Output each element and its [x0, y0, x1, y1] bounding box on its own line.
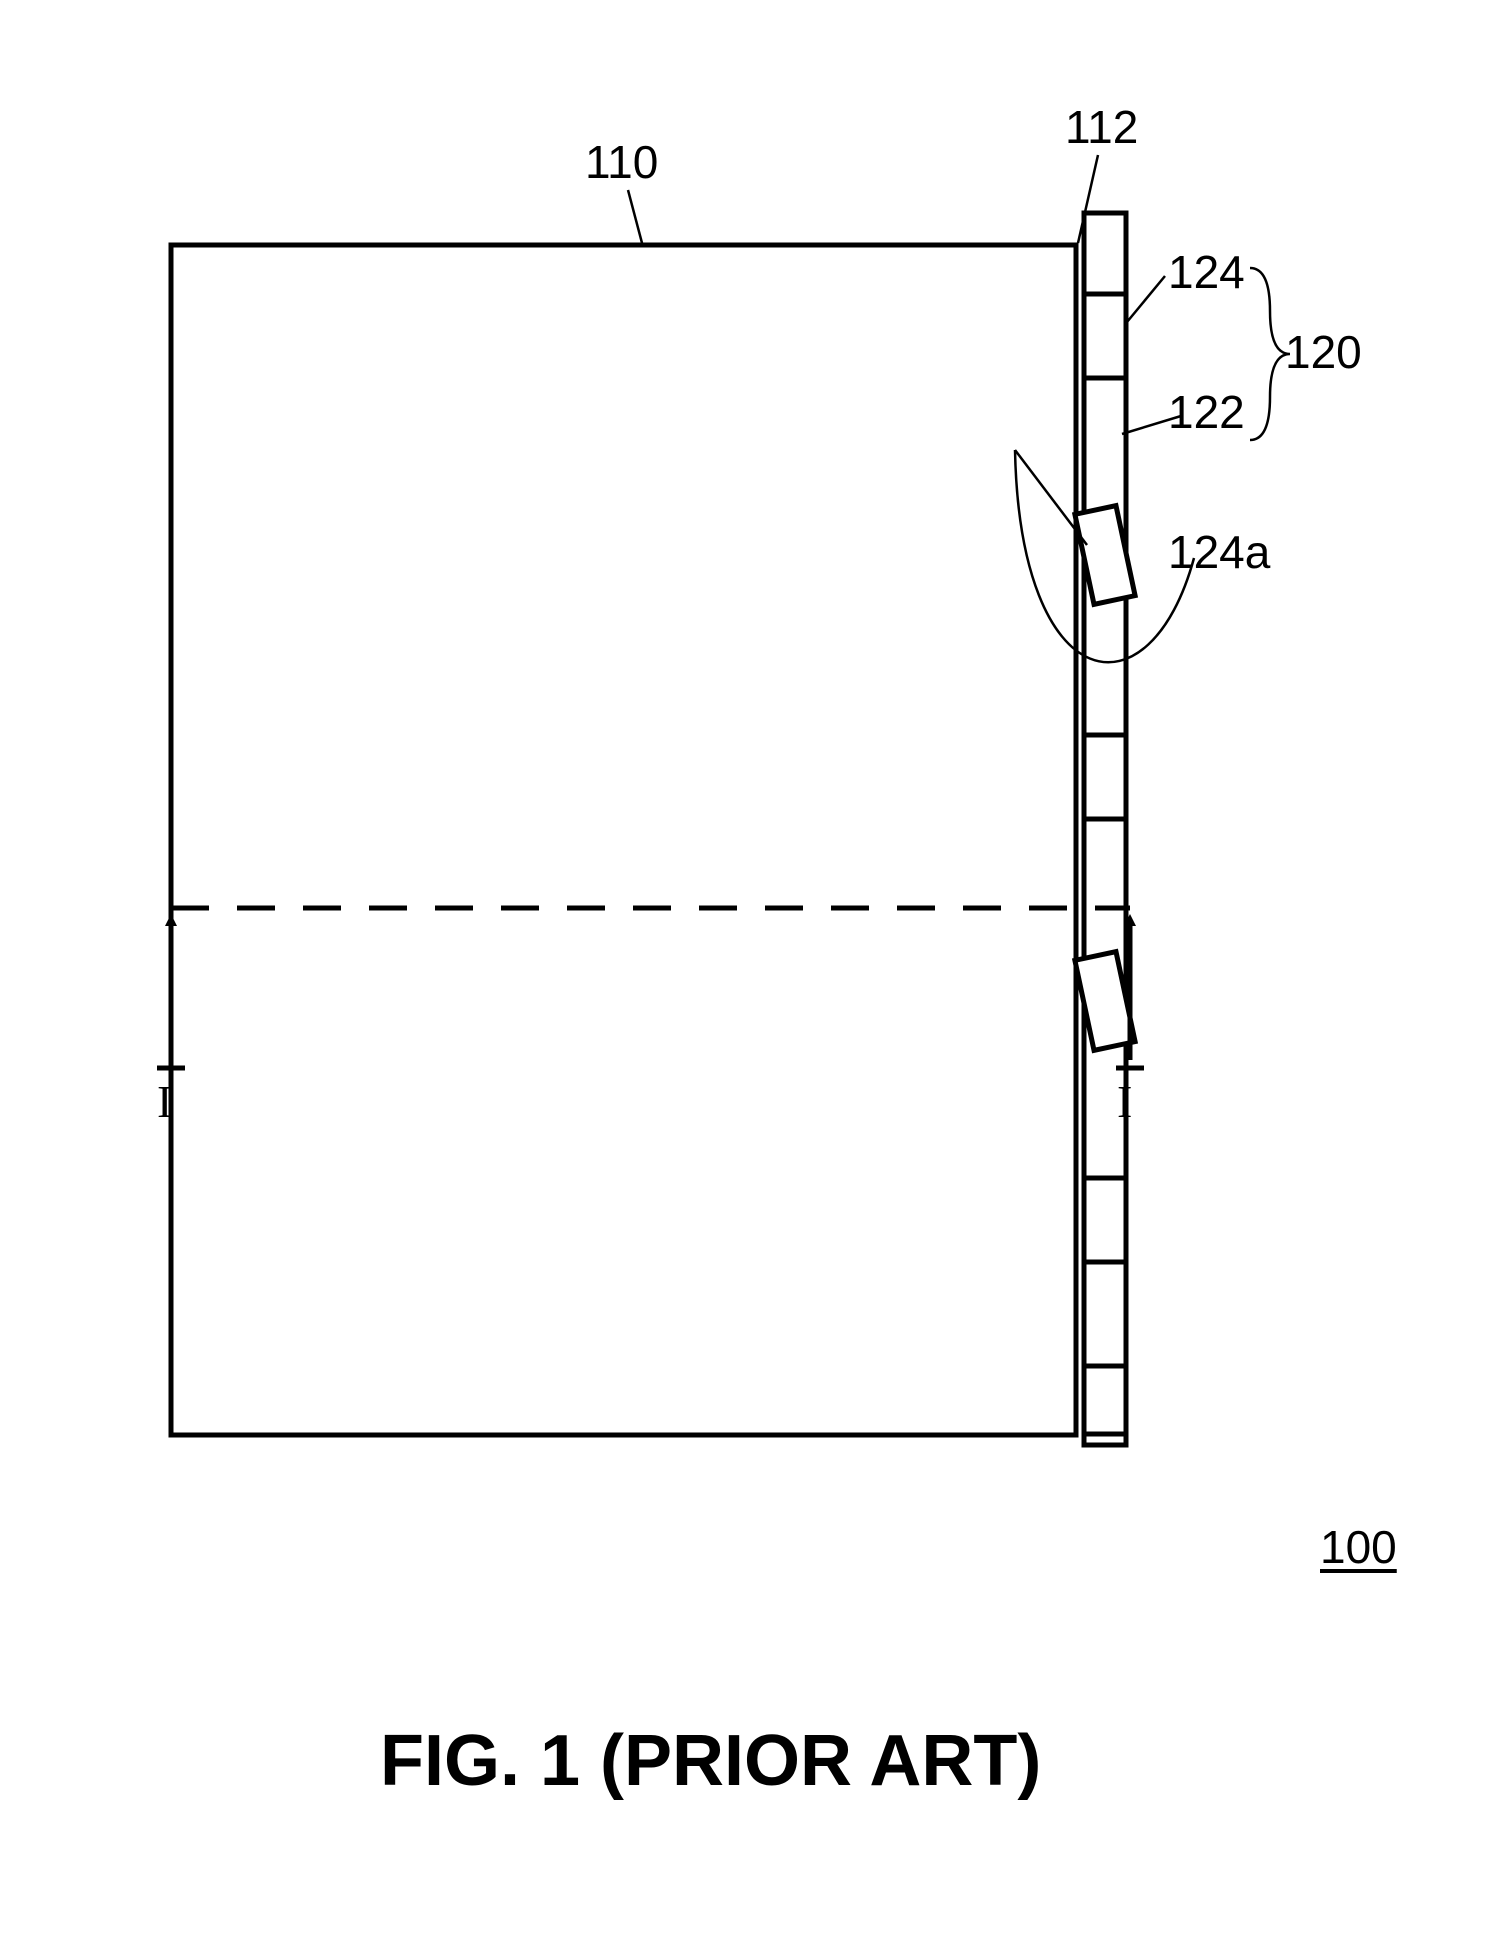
figure-canvas: 110 112 124 122 120 124a 100 I I FIG. 1 …: [0, 0, 1504, 1952]
leader-124: [1127, 276, 1165, 322]
figure-svg: [0, 0, 1504, 1952]
section-marker-left: I: [157, 1075, 172, 1128]
label-124a: 124a: [1168, 525, 1270, 579]
chip: [1084, 1178, 1126, 1262]
brace-120: [1250, 268, 1290, 440]
chip: [1084, 294, 1126, 378]
label-120: 120: [1285, 325, 1362, 379]
label-124: 124: [1168, 245, 1245, 299]
label-110: 110: [585, 135, 658, 189]
leader-110: [628, 190, 642, 243]
section-marker-right: I: [1117, 1075, 1132, 1128]
label-100: 100: [1320, 1520, 1397, 1574]
main-body: [171, 245, 1076, 1435]
figure-caption: FIG. 1 (PRIOR ART): [380, 1720, 1041, 1802]
chip: [1084, 1366, 1126, 1434]
label-122: 122: [1168, 385, 1245, 439]
chip: [1084, 735, 1126, 819]
label-112: 112: [1065, 100, 1138, 154]
